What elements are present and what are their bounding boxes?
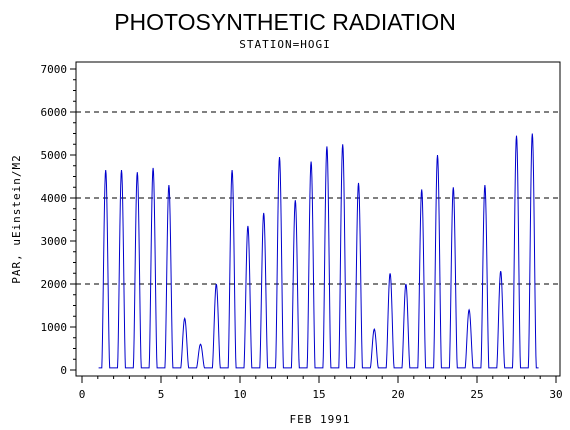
y-tick-label-7000: 7000 (41, 63, 68, 76)
y-axis-label: PAR, uEinstein/M2 (10, 154, 23, 284)
y-tick-label-3000: 3000 (41, 235, 68, 248)
plot-frame (75, 61, 561, 377)
y-axis: 0 1000 2000 3000 4000 5000 6000 7000 (41, 63, 76, 377)
y-tick-label-4000: 4000 (41, 192, 68, 205)
x-tick-label-20: 20 (391, 388, 404, 401)
x-tick-label-0: 0 (79, 388, 86, 401)
x-tick-label-25: 25 (470, 388, 483, 401)
chart-subtitle: STATION=HOGI (239, 38, 330, 51)
reference-lines (76, 111, 560, 285)
y-tick-label-0: 0 (60, 364, 67, 377)
x-tick-label-5: 5 (158, 388, 165, 401)
y-tick-label-6000: 6000 (41, 106, 68, 119)
par-series-line (98, 133, 539, 369)
y-tick-label-1000: 1000 (41, 321, 68, 334)
y-tick-label-5000: 5000 (41, 149, 68, 162)
chart-title: PHOTOSYNTHETIC RADIATION (114, 9, 456, 35)
x-axis-label: FEB 1991 (290, 413, 351, 426)
y-tick-label-2000: 2000 (41, 278, 68, 291)
x-tick-label-10: 10 (233, 388, 246, 401)
x-axis: 0 5 10 15 20 25 30 (79, 376, 563, 401)
x-tick-label-15: 15 (312, 388, 325, 401)
x-tick-label-30: 30 (549, 388, 562, 401)
